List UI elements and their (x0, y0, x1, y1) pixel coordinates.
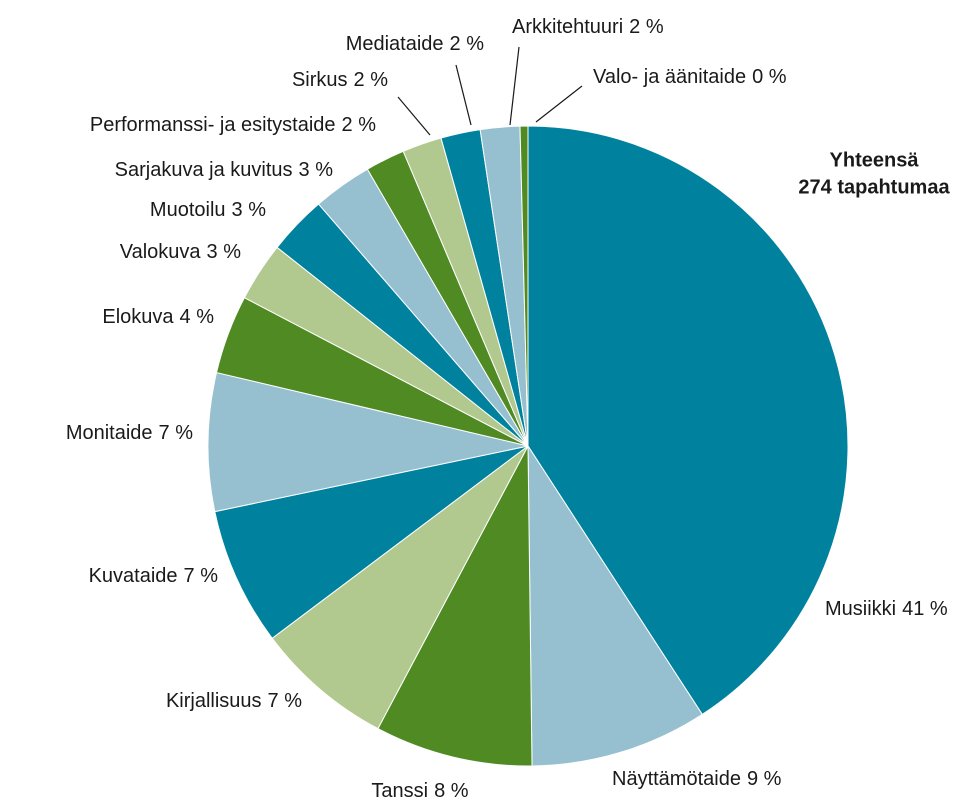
value-label: 41 % (902, 598, 948, 620)
leader-line (397, 96, 431, 136)
annotation: Yhteensä (830, 149, 920, 171)
slices (207, 125, 849, 767)
leader-line (455, 64, 472, 126)
value-label: 7 % (268, 690, 303, 712)
category-label: Näyttämötaide (612, 768, 741, 790)
value-label: 2 % (354, 69, 389, 91)
pie-slice (527, 125, 849, 716)
slice-label: Performanssi- ja esitystaide 2 % (90, 114, 376, 136)
slice-label: Valo- ja äänitaide 0 % (593, 66, 787, 88)
value-label: 7 % (159, 422, 194, 444)
pie-slice (214, 445, 529, 639)
value-label: 2 % (629, 16, 664, 38)
slice-label: Elokuva 4 % (102, 306, 214, 328)
value-label: 2 % (342, 114, 377, 136)
pie-slice (519, 125, 529, 447)
value-label: 3 % (299, 159, 334, 181)
leader-line (535, 85, 583, 123)
category-label: Musiikki (825, 598, 896, 620)
slice-label: Tanssi 8 % (371, 780, 468, 802)
slice-label: Kirjallisuus 7 % (166, 690, 302, 712)
value-label: 3 % (232, 199, 267, 221)
slice-label: Sirkus 2 % (292, 69, 388, 91)
leader-line (509, 46, 520, 126)
category-label: Sirkus (292, 69, 348, 91)
category-label: Arkkitehtuuri (512, 16, 623, 38)
category-label: Kirjallisuus (166, 690, 262, 712)
slice-label: Sarjakuva ja kuvitus 3 % (115, 159, 334, 181)
category-label: Valokuva (120, 241, 202, 263)
category-label: Performanssi- ja esitystaide (90, 114, 336, 136)
value-label: 9 % (747, 768, 782, 790)
slice-label: Monitaide 7 % (66, 422, 193, 444)
slice-label: Muotoilu 3 % (150, 199, 266, 221)
category-label: Valo- ja äänitaide (593, 66, 746, 88)
pie-slice (207, 371, 529, 513)
slice-label: Valokuva 3 % (120, 241, 241, 263)
category-label: Monitaide (66, 422, 153, 444)
pie-slice (377, 445, 533, 767)
value-label: 0 % (752, 66, 787, 88)
category-label: Muotoilu (150, 199, 226, 221)
category-label: Sarjakuva ja kuvitus (115, 159, 293, 181)
category-label: Tanssi (371, 780, 428, 802)
slice-label: Mediataide 2 % (346, 33, 485, 55)
value-label: 2 % (450, 33, 485, 55)
value-label: 3 % (207, 241, 242, 263)
value-label: 7 % (184, 565, 219, 587)
slice-label: Kuvataide 7 % (89, 565, 219, 587)
pie-slice (527, 444, 703, 767)
slice-label: Arkkitehtuuri 2 % (512, 16, 664, 38)
value-label: 4 % (180, 306, 215, 328)
annotation: 274 tapahtumaa (798, 176, 950, 198)
category-label: Elokuva (102, 306, 174, 328)
slice-label: Musiikki 41 % (825, 598, 948, 620)
pie-slice (271, 445, 529, 730)
category-label: Kuvataide (89, 565, 178, 587)
category-label: Mediataide (346, 33, 444, 55)
leader-lines (397, 46, 583, 136)
slice-label: Näyttämötaide 9 % (612, 768, 782, 790)
value-label: 8 % (434, 780, 469, 802)
